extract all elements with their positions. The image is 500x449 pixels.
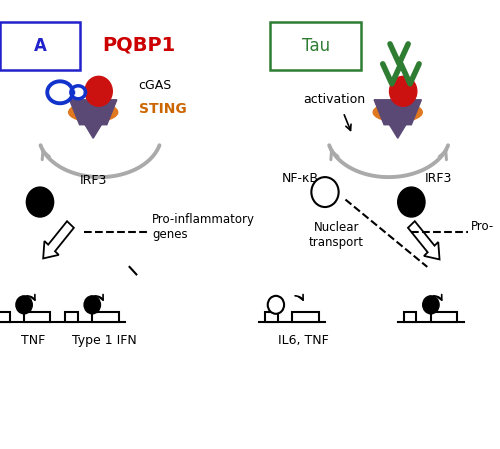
Circle shape xyxy=(312,177,338,207)
Bar xyxy=(0,312,10,322)
Bar xyxy=(404,312,416,322)
FancyArrowPatch shape xyxy=(95,295,103,300)
Circle shape xyxy=(84,296,100,314)
Circle shape xyxy=(26,187,54,217)
Text: cGAS: cGAS xyxy=(138,79,172,92)
Ellipse shape xyxy=(373,103,422,122)
Circle shape xyxy=(398,187,425,217)
Bar xyxy=(431,312,458,322)
FancyArrowPatch shape xyxy=(295,295,303,300)
Text: IRF3: IRF3 xyxy=(80,174,107,187)
Text: IRF3: IRF3 xyxy=(425,172,452,185)
Polygon shape xyxy=(390,125,406,138)
Text: Type 1 IFN: Type 1 IFN xyxy=(72,334,137,347)
FancyArrow shape xyxy=(43,221,74,259)
Text: STING: STING xyxy=(138,102,186,116)
Bar xyxy=(65,312,78,322)
FancyBboxPatch shape xyxy=(270,22,362,70)
Ellipse shape xyxy=(68,103,117,122)
Text: NF-κB: NF-κB xyxy=(282,172,319,185)
Text: IL6, TNF: IL6, TNF xyxy=(278,334,329,347)
Bar xyxy=(92,312,118,322)
Bar xyxy=(24,312,50,322)
Polygon shape xyxy=(85,125,102,138)
FancyArrowPatch shape xyxy=(27,295,35,300)
Text: Pro-: Pro- xyxy=(470,220,494,233)
Circle shape xyxy=(390,76,417,106)
Circle shape xyxy=(422,296,439,314)
FancyArrow shape xyxy=(408,221,440,260)
Text: Pro-inflammatory
genes: Pro-inflammatory genes xyxy=(152,213,256,241)
Circle shape xyxy=(268,296,284,314)
Text: TNF: TNF xyxy=(20,334,45,347)
Bar xyxy=(265,312,278,322)
Circle shape xyxy=(85,76,112,106)
FancyArrowPatch shape xyxy=(434,295,442,300)
Text: activation: activation xyxy=(303,93,365,106)
FancyBboxPatch shape xyxy=(0,22,80,70)
Circle shape xyxy=(16,296,32,314)
Text: A: A xyxy=(34,37,46,55)
Polygon shape xyxy=(70,100,117,125)
Polygon shape xyxy=(374,100,422,125)
Text: PQBP1: PQBP1 xyxy=(102,35,176,54)
Text: Nuclear
transport: Nuclear transport xyxy=(309,221,364,250)
Bar xyxy=(292,312,318,322)
Text: Tau: Tau xyxy=(302,37,330,55)
